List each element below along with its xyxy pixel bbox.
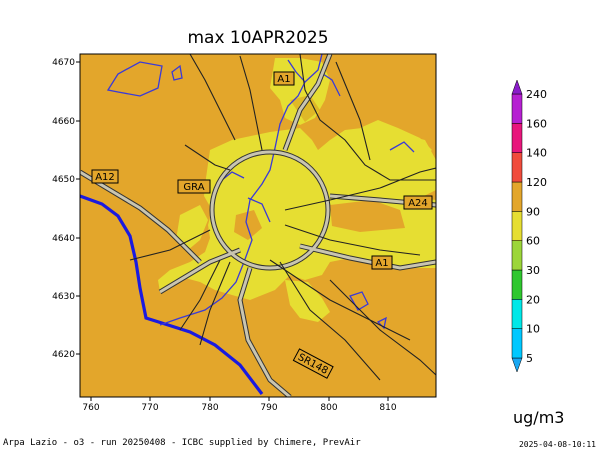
road-label-a12: A12 (95, 172, 115, 183)
y-tick-4620: 4620 (52, 350, 75, 360)
road-label-a1-north: A1 (277, 74, 290, 85)
y-tick-labels: 4670 4660 4650 4640 4630 4620 (52, 58, 75, 360)
x-axis (90, 397, 389, 401)
ozone-zone-yellow-ne (360, 120, 432, 160)
ozone-zone-orange-c (234, 210, 262, 240)
y-tick-4650: 4650 (52, 175, 75, 185)
roads-secondary (129, 54, 436, 381)
y-tick-4670: 4670 (52, 58, 75, 68)
colorbar-segment (511, 269, 523, 300)
colorbar-segment (511, 123, 523, 153)
ozone-zone-yellow-south (285, 280, 330, 322)
x-tick-760: 760 (82, 403, 99, 413)
map-plot: A1 A12 GRA A24 A1 SR148 (80, 54, 436, 397)
footer-run-info: Arpa Lazio - o3 - run 20250408 - ICBC su… (3, 438, 361, 448)
colorbar-level-label: 160 (526, 117, 547, 130)
colorbar-level-label: 20 (526, 293, 540, 306)
colorbar: 5 10 20 30 60 90 120 140 160 240 (511, 79, 547, 373)
colorbar-segment (511, 240, 523, 271)
coastline (80, 194, 264, 395)
unit-label: ug/m3 (513, 408, 565, 427)
colorbar-segment (511, 299, 523, 329)
y-tick-4630: 4630 (52, 292, 75, 302)
colorbar-arrow-high (511, 79, 523, 95)
x-tick-790: 790 (260, 403, 277, 413)
x-tick-810: 810 (379, 403, 396, 413)
colorbar-level-label: 30 (526, 264, 540, 277)
colorbar-level-label: 120 (526, 176, 547, 189)
x-tick-770: 770 (141, 403, 158, 413)
colorbar-level-label: 10 (526, 323, 540, 336)
road-label-a24: A24 (408, 198, 428, 209)
ozone-zone-orange-e (330, 200, 405, 232)
map-frame (79, 53, 437, 398)
colorbar-level-label: 60 (526, 235, 540, 248)
colorbar-segment (511, 211, 523, 241)
colorbar-segment (511, 181, 523, 212)
road-labels: A1 A12 GRA A24 A1 SR148 (91, 71, 433, 379)
road-label-gra: GRA (183, 182, 204, 193)
rivers (106, 54, 415, 330)
x-tick-780: 780 (201, 403, 218, 413)
colorbar-level-label: 90 (526, 205, 540, 218)
colorbar-segment (511, 93, 523, 124)
colorbar-level-label: 5 (526, 352, 533, 365)
ozone-zone-yellow-west (176, 205, 208, 250)
colorbar-segment (511, 152, 523, 183)
map-title: max 10APR2025 (187, 28, 329, 48)
ozone-zone-orange-n (290, 95, 320, 122)
colorbar-level-label: 240 (526, 88, 547, 101)
x-tick-800: 800 (320, 403, 337, 413)
footer-timestamp: 2025-04-08-10:11 (518, 440, 596, 449)
x-tick-labels: 760 770 780 790 800 810 (82, 403, 396, 413)
y-tick-4640: 4640 (52, 234, 75, 244)
colorbar-arrow-low (511, 357, 523, 373)
road-label-a1-south: A1 (375, 258, 388, 269)
colorbar-segment (511, 328, 523, 359)
colorbar-level-label: 140 (526, 147, 547, 160)
y-tick-4660: 4660 (52, 117, 75, 127)
y-axis (76, 61, 80, 355)
